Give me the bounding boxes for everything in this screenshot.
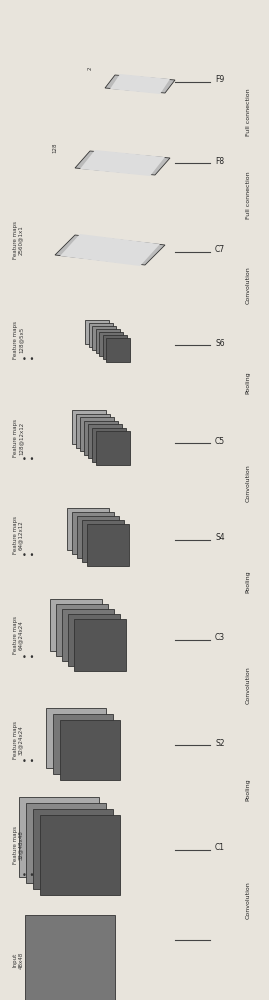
Text: Feature maps
64@24x24: Feature maps 64@24x24 [13, 616, 23, 654]
Bar [26, 803, 106, 883]
Bar [92, 326, 116, 350]
Text: Full connection: Full connection [246, 88, 250, 136]
Bar [46, 708, 106, 768]
Bar [92, 428, 126, 462]
Text: Convolution: Convolution [246, 266, 250, 304]
Bar [53, 714, 113, 774]
Bar [99, 332, 123, 356]
Bar [84, 420, 118, 454]
Text: • •: • • [22, 870, 34, 880]
Bar [82, 520, 124, 562]
Text: C5: C5 [215, 436, 225, 446]
Bar [74, 619, 126, 671]
Text: Pooling: Pooling [246, 571, 250, 593]
Text: Convolution: Convolution [246, 666, 250, 704]
Text: • •: • • [22, 356, 34, 364]
Text: • •: • • [22, 552, 34, 560]
Bar [95, 329, 119, 353]
Bar [72, 512, 114, 554]
Polygon shape [60, 234, 160, 266]
Bar [72, 410, 106, 444]
Text: Feature maps
32@48x48: Feature maps 32@48x48 [13, 826, 23, 864]
Bar [56, 604, 108, 656]
Text: Feature maps
64@12x12: Feature maps 64@12x12 [13, 516, 23, 554]
Text: Input
48x48: Input 48x48 [13, 951, 23, 969]
Bar [67, 508, 109, 550]
Bar [50, 599, 102, 651]
Text: C7: C7 [215, 245, 225, 254]
Text: S2: S2 [215, 738, 225, 748]
Polygon shape [55, 235, 165, 265]
Bar [85, 320, 109, 344]
Bar [87, 524, 129, 566]
Text: Feature maps
32@24x24: Feature maps 32@24x24 [13, 721, 23, 759]
Text: C1: C1 [215, 844, 225, 852]
Bar [77, 516, 119, 558]
Polygon shape [105, 75, 175, 93]
Polygon shape [80, 150, 165, 176]
Text: 128: 128 [52, 143, 58, 153]
Polygon shape [110, 74, 170, 94]
Bar [33, 809, 113, 889]
Text: Convolution: Convolution [246, 464, 250, 502]
Text: Feature maps
128@5x5: Feature maps 128@5x5 [13, 321, 23, 359]
Polygon shape [75, 151, 170, 175]
Text: C3: C3 [215, 634, 225, 643]
Bar [76, 414, 110, 448]
Text: F9: F9 [215, 76, 224, 85]
Text: • •: • • [22, 758, 34, 766]
Text: Full connection: Full connection [246, 171, 250, 219]
Text: • •: • • [22, 456, 34, 464]
Text: Convolution: Convolution [246, 881, 250, 919]
Bar [19, 797, 99, 877]
Bar [40, 815, 120, 895]
Bar [60, 720, 120, 780]
Text: F8: F8 [215, 156, 224, 165]
Bar [25, 915, 115, 1000]
Text: Feature maps
128@12x12: Feature maps 128@12x12 [13, 419, 23, 457]
Text: Pooling: Pooling [246, 372, 250, 394]
Text: Feature maps
2560@1x1: Feature maps 2560@1x1 [13, 221, 23, 259]
Text: 2: 2 [87, 66, 93, 70]
Text: Pooling: Pooling [246, 779, 250, 801]
Bar [102, 335, 126, 359]
Text: S4: S4 [215, 534, 225, 542]
Text: • •: • • [22, 654, 34, 662]
Bar [68, 614, 120, 666]
Bar [106, 338, 130, 362]
Bar [88, 424, 122, 458]
Bar [96, 431, 130, 465]
Bar [80, 417, 114, 451]
Text: S6: S6 [215, 338, 225, 348]
Bar [89, 323, 112, 347]
Bar [62, 609, 114, 661]
